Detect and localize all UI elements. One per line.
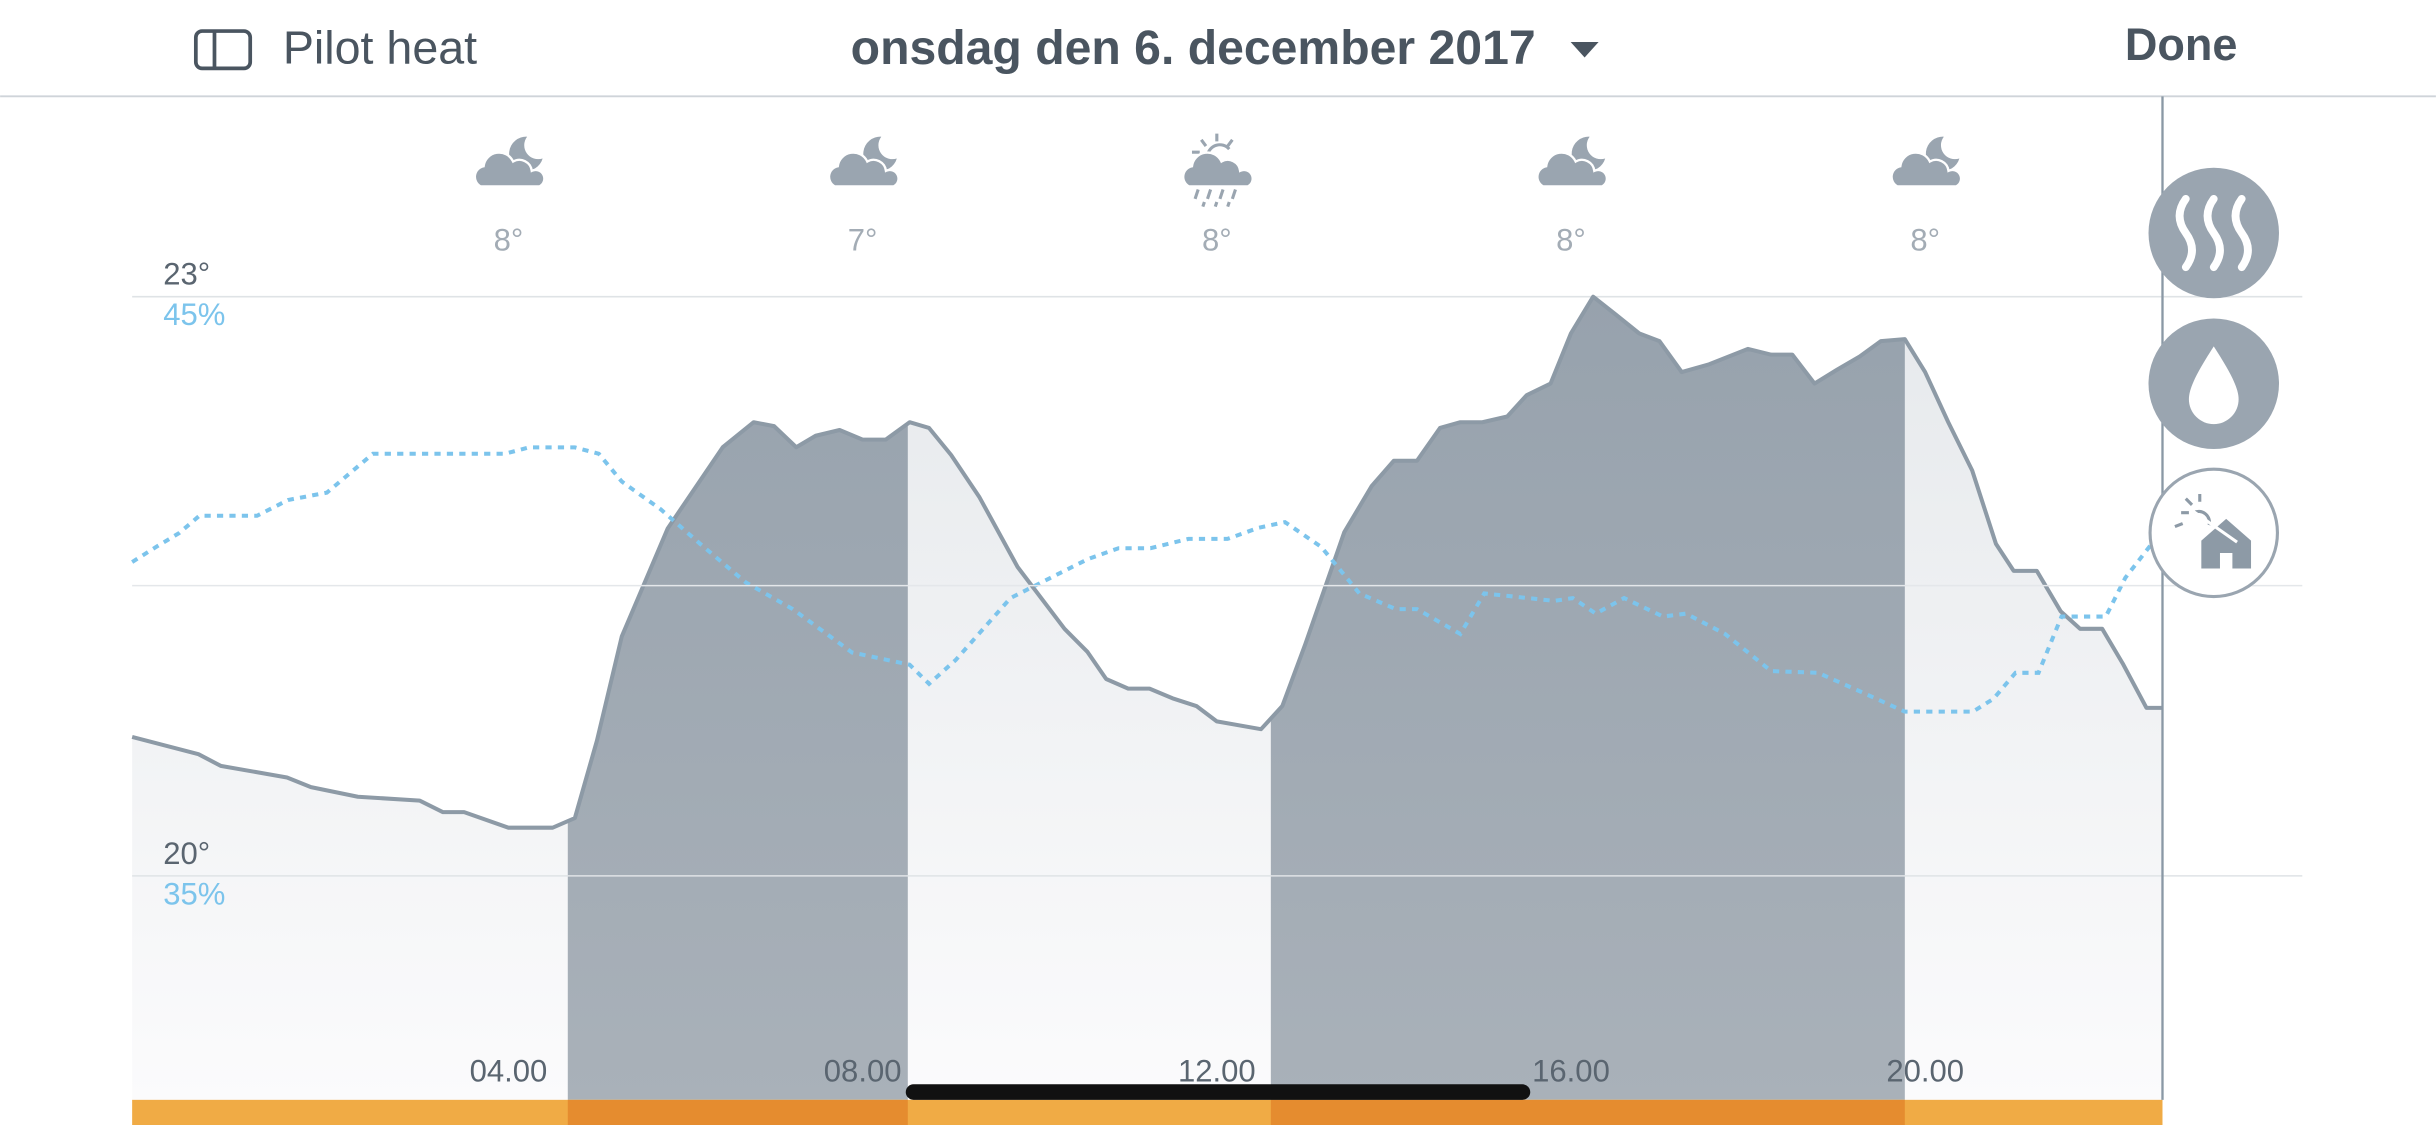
weather-icon: [827, 136, 900, 188]
temperature-line: [131, 294, 2163, 830]
weather-icon: [1536, 136, 1609, 188]
slash: [2178, 500, 2238, 544]
cloud: [473, 151, 546, 188]
x-tick-label: 20.00: [1886, 1054, 1964, 1089]
date-title[interactable]: onsdag den 6. december 2017: [851, 21, 1536, 75]
humidity-button[interactable]: [2148, 318, 2279, 449]
sun-icon: [2174, 493, 2211, 529]
device-button[interactable]: Pilot heat: [193, 22, 477, 74]
timeline-heating: [1270, 1099, 1905, 1125]
humidity-line: [131, 445, 2154, 714]
x-tick-label: 12.00: [1178, 1054, 1256, 1089]
cloud: [827, 151, 900, 188]
cloud: [1890, 151, 1963, 188]
cloud: [1182, 151, 1254, 188]
heating-area: [1270, 296, 1905, 1100]
y2-tick-label: 35%: [163, 877, 225, 912]
y2-tick-label: 45%: [163, 297, 225, 332]
weather-icon: [473, 136, 546, 188]
weather-temp: 8°: [494, 223, 524, 258]
cloud: [1536, 151, 1609, 188]
x-tick-label: 16.00: [1532, 1054, 1610, 1089]
weather-temp: 8°: [1910, 223, 1940, 258]
weather-temp: 8°: [1202, 223, 1232, 258]
y-tick-label: 20°: [163, 836, 210, 871]
humidity-icon: [2188, 346, 2239, 425]
plot: 20° 23° 35% 45% 04.00 8° 08.00 7° 12.00 8° 16.00 8°…: [131, 133, 2303, 1125]
weather-temp: 8°: [1556, 223, 1586, 258]
date-picker[interactable]: onsdag den 6. december 2017: [851, 21, 1599, 75]
x-tick-label: 08.00: [824, 1054, 902, 1089]
home-indicator: [905, 1084, 1531, 1100]
dropdown-arrow: [1570, 41, 1599, 58]
heating-area: [567, 422, 908, 1100]
timeline-heating: [567, 1099, 908, 1125]
sun: [1191, 133, 1234, 156]
drops: [1193, 189, 1237, 208]
x-tick-label: 04.00: [470, 1054, 548, 1089]
device-name[interactable]: Pilot heat: [283, 22, 477, 74]
house-icon: [2201, 518, 2252, 569]
heating-button[interactable]: [2148, 167, 2279, 299]
device-icon: [193, 29, 253, 71]
weather-button[interactable]: [2148, 467, 2279, 599]
weather-icon: [1890, 136, 1963, 188]
y-tick-label: 23°: [163, 257, 210, 292]
weather-icon: [1182, 133, 1254, 208]
heating-icon: [2175, 194, 2252, 272]
done-button[interactable]: Done: [2125, 19, 2238, 70]
weather-temp: 7°: [848, 223, 878, 258]
